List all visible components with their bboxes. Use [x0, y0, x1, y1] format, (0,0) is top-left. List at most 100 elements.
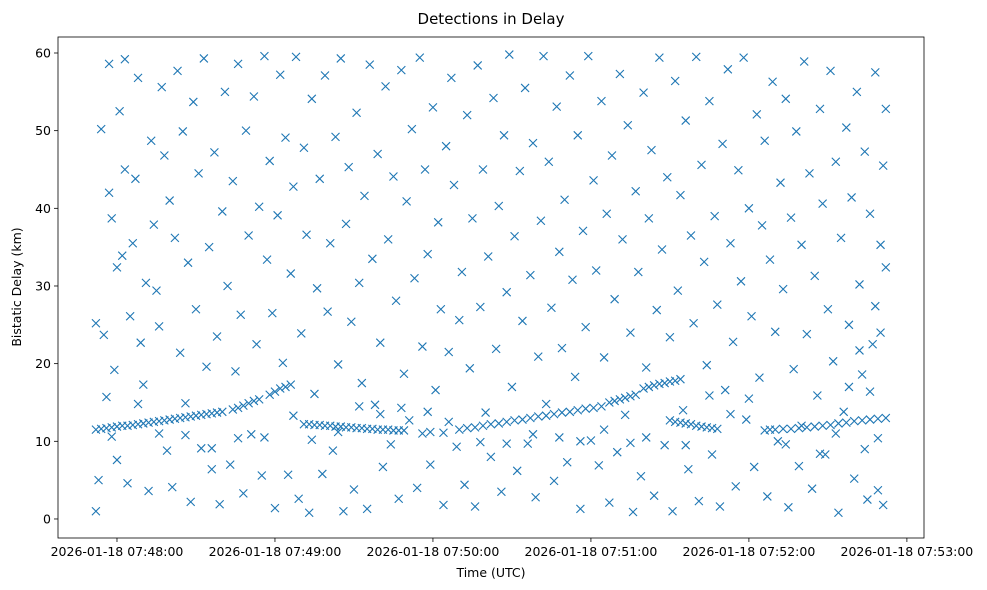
- data-point-clutter: [626, 328, 635, 337]
- data-point-clutter: [165, 196, 175, 205]
- data-point-clutter: [323, 307, 333, 317]
- data-point-clutter: [320, 71, 330, 80]
- data-point-clutter: [510, 231, 519, 241]
- data-point-clutter: [428, 102, 438, 112]
- data-point-clutter: [257, 471, 267, 480]
- data-point-track: [834, 419, 843, 428]
- data-point-clutter: [815, 449, 825, 459]
- data-point-clutter: [307, 94, 317, 104]
- data-point-clutter: [154, 321, 164, 331]
- data-point-track: [644, 382, 654, 392]
- data-point-clutter: [217, 207, 227, 216]
- data-point-track: [573, 405, 583, 415]
- data-point-clutter: [870, 68, 880, 77]
- data-point-clutter: [594, 460, 604, 470]
- data-point-clutter: [449, 180, 459, 190]
- data-point-clutter: [607, 151, 617, 160]
- data-point-track: [620, 393, 630, 403]
- data-point-clutter: [849, 474, 859, 483]
- data-point-clutter: [863, 495, 872, 504]
- data-point-clutter: [402, 196, 412, 206]
- data-point-clutter: [781, 94, 791, 104]
- data-point-clutter: [699, 257, 709, 267]
- data-point-clutter: [570, 372, 580, 382]
- data-point-track: [462, 423, 472, 433]
- data-point-clutter: [107, 214, 117, 223]
- data-point-clutter: [702, 360, 712, 370]
- data-point-clutter: [612, 447, 622, 457]
- data-point-clutter: [715, 502, 725, 511]
- x-tick-label: 2026-01-18 07:50:00: [367, 544, 500, 559]
- data-point-clutter: [128, 238, 138, 248]
- data-point-clutter: [552, 102, 562, 111]
- data-point-track: [841, 418, 851, 428]
- data-point-clutter: [383, 234, 393, 244]
- data-point-clutter: [260, 433, 269, 442]
- data-point-clutter: [497, 487, 506, 497]
- data-point-clutter: [752, 109, 762, 119]
- data-point-clutter: [99, 330, 109, 340]
- data-point-track: [494, 419, 504, 428]
- data-point-clutter: [794, 461, 804, 471]
- data-point-clutter: [733, 165, 743, 175]
- y-tick-label: 30: [35, 278, 51, 293]
- data-point-clutter: [478, 165, 488, 174]
- x-tick-label: 2026-01-18 07:49:00: [209, 544, 342, 559]
- data-point-clutter: [876, 240, 885, 250]
- data-point-clutter: [215, 499, 225, 509]
- data-point-clutter: [373, 149, 383, 159]
- data-point-clutter: [344, 162, 354, 172]
- data-point-clutter: [528, 138, 538, 148]
- data-point-clutter: [475, 437, 485, 447]
- data-point-clutter: [489, 93, 498, 103]
- data-point-track: [557, 408, 567, 417]
- data-point-clutter: [844, 382, 854, 392]
- data-point-clutter: [325, 238, 335, 248]
- data-point-clutter: [636, 471, 646, 481]
- data-point-clutter: [404, 415, 414, 425]
- data-point-clutter: [410, 273, 419, 283]
- data-point-clutter: [289, 182, 298, 191]
- data-point-track: [589, 403, 598, 413]
- data-point-track: [518, 415, 527, 424]
- data-point-clutter: [491, 344, 501, 354]
- data-point-clutter: [686, 231, 696, 240]
- data-point-track: [778, 424, 788, 434]
- data-point-clutter: [533, 352, 543, 362]
- data-point-clutter: [670, 76, 680, 86]
- data-point-track: [244, 398, 254, 408]
- data-point-clutter: [654, 53, 664, 63]
- data-point-clutter: [560, 195, 569, 205]
- data-point-clutter: [741, 415, 751, 424]
- data-point-clutter: [175, 348, 185, 358]
- data-point-clutter: [125, 311, 135, 321]
- data-point-clutter: [267, 308, 277, 318]
- data-point-clutter: [294, 494, 304, 504]
- data-point-clutter: [860, 444, 870, 454]
- data-point-clutter: [678, 405, 688, 415]
- data-point-clutter: [857, 370, 867, 379]
- data-point-clutter: [423, 407, 433, 417]
- data-point-track: [549, 409, 559, 419]
- data-point-clutter: [512, 466, 522, 476]
- data-point-clutter: [181, 398, 190, 408]
- data-point-clutter: [873, 485, 883, 495]
- data-point-clutter: [870, 301, 880, 311]
- data-point-clutter: [391, 296, 401, 306]
- data-point-track: [418, 429, 427, 438]
- data-point-track: [254, 394, 264, 404]
- data-point-clutter: [589, 175, 598, 185]
- data-point-clutter: [131, 174, 140, 184]
- data-point-clutter: [433, 217, 443, 227]
- data-point-clutter: [812, 391, 822, 400]
- data-point-clutter: [865, 387, 875, 396]
- data-point-clutter: [231, 367, 240, 376]
- data-point-clutter: [281, 133, 290, 143]
- data-point-track: [470, 422, 480, 432]
- data-point-clutter: [705, 391, 714, 400]
- data-point-clutter: [188, 97, 198, 107]
- data-point-clutter: [562, 457, 572, 467]
- data-point-clutter: [178, 127, 188, 136]
- data-point-clutter: [731, 481, 741, 491]
